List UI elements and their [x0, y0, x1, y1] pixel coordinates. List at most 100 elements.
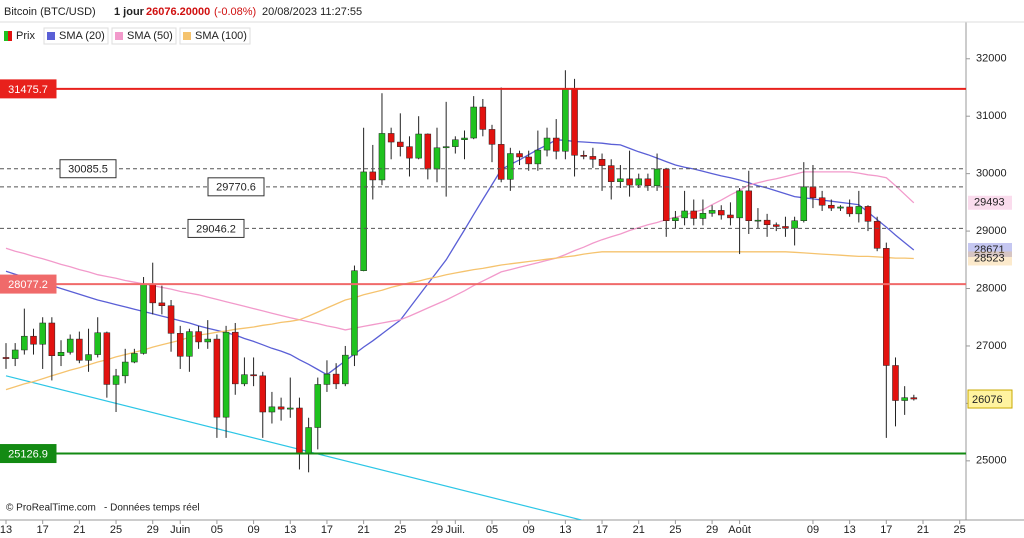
candle-body	[232, 331, 239, 385]
instrument: Bitcoin (BTC/USD)	[4, 6, 96, 18]
candle-body	[864, 206, 872, 222]
last-price-label: 26076	[972, 394, 1003, 406]
candle-body	[424, 133, 432, 170]
y-tick-label: 30000	[976, 168, 1007, 180]
candle-body	[332, 373, 340, 385]
level-label: 25126.9	[8, 448, 48, 460]
x-tick-label: 29	[431, 524, 443, 536]
candle-body	[855, 206, 863, 215]
level-label-box	[207, 177, 265, 197]
candle-body	[892, 365, 899, 401]
x-tick-label: Août	[728, 524, 751, 536]
y-tick-label: 31000	[976, 110, 1007, 122]
legend-label: SMA (20)	[59, 30, 105, 42]
candle-body	[635, 178, 642, 186]
candle-body	[708, 210, 716, 214]
candle-body	[773, 224, 780, 227]
x-tick-label: 13	[844, 524, 856, 536]
level-label-box	[187, 218, 245, 238]
candle-body	[2, 357, 10, 359]
candle-body	[415, 133, 422, 159]
candle-body	[461, 137, 468, 141]
candle-body	[727, 214, 734, 219]
candle-body	[736, 190, 743, 219]
candle-body	[268, 406, 276, 413]
candle-body	[763, 219, 771, 226]
x-tick-label: Juin	[170, 524, 190, 536]
candle-body	[397, 141, 404, 147]
candle-body	[809, 186, 817, 199]
candle-body	[259, 375, 267, 413]
candle-body	[158, 302, 166, 307]
trendline	[5, 375, 584, 520]
candle-body	[653, 168, 661, 186]
candle-body	[39, 322, 46, 345]
candle-body	[66, 338, 74, 353]
candle-body	[507, 153, 514, 180]
x-tick-label: 05	[486, 524, 498, 536]
y-tick-label: 32000	[976, 53, 1007, 65]
candle-body	[369, 171, 377, 181]
level-label: 28077.2	[8, 279, 48, 291]
candle-body	[525, 156, 532, 165]
axis-value-label: 28523	[974, 252, 1005, 264]
x-tick-label: 17	[880, 524, 892, 536]
axis-value-label: 29493	[974, 197, 1005, 209]
candle-body	[452, 139, 459, 147]
candle-body	[534, 149, 542, 165]
candle-body	[305, 427, 312, 455]
candle-body	[672, 217, 679, 221]
x-tick-label: 29	[147, 524, 159, 536]
level-label-box	[59, 159, 117, 179]
candle-body	[662, 168, 670, 221]
candle-body	[387, 133, 395, 143]
candle-body	[57, 352, 65, 356]
candle-body	[351, 270, 358, 356]
sma-line	[5, 251, 914, 391]
candle-body	[186, 331, 193, 357]
candle-body	[883, 248, 890, 366]
candle-body	[442, 146, 450, 149]
candle-body	[818, 197, 826, 206]
candle-body	[828, 204, 835, 209]
candle-body	[846, 206, 853, 215]
x-tick-label: 17	[596, 524, 608, 536]
x-tick-label: 21	[633, 524, 645, 536]
level-label: 29046.2	[196, 223, 236, 235]
legend-label: SMA (50)	[127, 30, 173, 42]
sma-line	[5, 171, 915, 331]
candle-body	[121, 361, 129, 377]
x-tick-label: 09	[807, 524, 819, 536]
candle-body	[617, 178, 624, 182]
axis-value-box	[968, 251, 1012, 266]
candle-body	[873, 221, 881, 249]
candle-body	[360, 171, 367, 271]
y-tick-label: 27000	[976, 340, 1007, 352]
legend-swatch	[47, 32, 55, 40]
candle-body	[406, 146, 413, 159]
candle-body	[296, 407, 303, 455]
level-label: 31475.7	[8, 84, 48, 96]
candle-body	[791, 220, 798, 229]
legend-box	[111, 27, 177, 45]
x-tick-label: 21	[358, 524, 370, 536]
x-tick-label: 29	[706, 524, 718, 536]
candle-body	[378, 133, 386, 181]
candle-body	[112, 375, 120, 385]
candle-body	[479, 106, 487, 130]
candle-body	[626, 178, 633, 186]
candle-body	[213, 338, 221, 418]
x-tick-label: 05	[211, 524, 223, 536]
x-tick-label: 25	[394, 524, 406, 536]
legend-swatch	[183, 32, 191, 40]
data-note: - Données temps réel	[104, 503, 200, 514]
x-tick-label: 13	[284, 524, 296, 536]
candle-body	[589, 156, 597, 160]
candle-body	[745, 190, 753, 221]
candle-body	[323, 373, 331, 385]
axis-value-box	[968, 195, 1012, 210]
candle-body	[497, 144, 505, 180]
level-label-box	[0, 79, 57, 99]
